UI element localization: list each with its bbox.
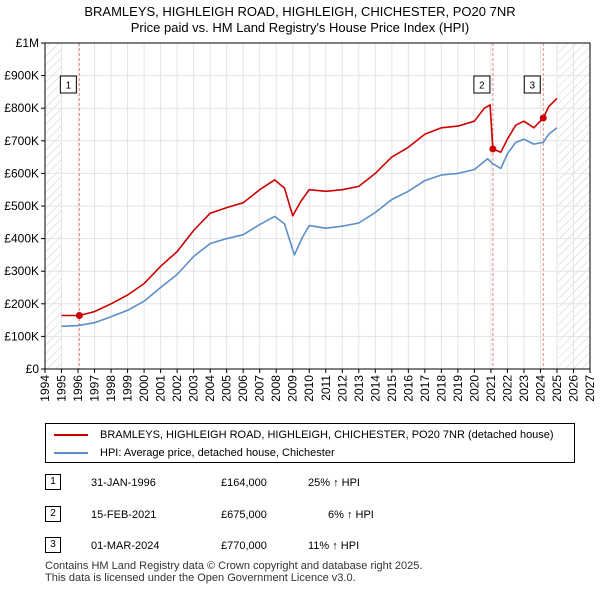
- legend-item-hpi: HPI: Average price, detached house, Chic…: [54, 444, 335, 462]
- footer-copyright: Contains HM Land Registry data © Crown c…: [45, 560, 423, 572]
- sale-label-box: [523, 75, 541, 94]
- legend-label-hpi: HPI: Average price, detached house, Chic…: [100, 447, 335, 459]
- sale-point: [489, 145, 497, 153]
- x-tick-label: 1996: [71, 375, 85, 402]
- legend-item-property: BRAMLEYS, HIGHLEIGH ROAD, HIGHLEIGH, CHI…: [54, 426, 554, 444]
- x-tick-label: 2022: [500, 375, 514, 402]
- legend: BRAMLEYS, HIGHLEIGH ROAD, HIGHLEIGH, CHI…: [45, 423, 575, 463]
- legend-swatch-hpi: [54, 452, 88, 455]
- y-tick-label: £500K: [4, 199, 39, 213]
- sale-label-number: 3: [529, 81, 535, 92]
- x-tick-label: 2014: [368, 375, 382, 402]
- y-tick-label: £300K: [4, 264, 39, 278]
- y-tick-label: £700K: [4, 134, 39, 148]
- sale-point: [539, 114, 547, 122]
- x-tick-label: 2003: [187, 375, 201, 402]
- sale-label-number: 1: [66, 81, 72, 92]
- x-tick-label: 2011: [319, 375, 333, 401]
- sale-point: [75, 312, 83, 320]
- x-tick-label: 1998: [104, 375, 118, 402]
- transaction-number-badge: 1: [45, 474, 61, 490]
- x-tick-label: 2026: [566, 375, 580, 402]
- transaction-number-badge: 2: [45, 506, 61, 522]
- x-tick-label: 2006: [236, 375, 250, 402]
- x-tick-label: 2005: [220, 375, 234, 402]
- transaction-price: £770,000: [221, 540, 267, 552]
- price-chart: 1 2 3 £0 £100K £200K £300K £400K £500K £600K £700…: [4, 36, 597, 402]
- y-tick-label: £400K: [4, 232, 39, 246]
- y-tick-label: £600K: [4, 166, 39, 180]
- x-tick-label: 2008: [269, 375, 283, 402]
- x-tick-label: 2013: [352, 375, 366, 402]
- x-tick-label: 2024: [533, 375, 547, 402]
- transaction-date: 15-FEB-2021: [91, 509, 157, 521]
- sale-label-box: [59, 75, 77, 94]
- y-tick-label: £200K: [4, 297, 39, 311]
- x-tick-label: 2020: [467, 375, 481, 402]
- y-tick-label: £1M: [16, 36, 39, 50]
- x-tick-label: 2018: [434, 375, 448, 402]
- transaction-price: £164,000: [221, 477, 267, 489]
- x-tick-label: 1997: [88, 375, 102, 402]
- transaction-hpi-change: 25% ↑ HPI: [308, 477, 360, 489]
- transaction-hpi-change: 6% ↑ HPI: [328, 509, 374, 521]
- x-tick-label: 2017: [418, 375, 432, 402]
- chart-title-address: BRAMLEYS, HIGHLEIGH ROAD, HIGHLEIGH, CHI…: [84, 4, 516, 19]
- x-tick-label: 1995: [55, 375, 69, 402]
- y-tick-label: £0: [26, 362, 40, 376]
- transaction-date: 01-MAR-2024: [91, 540, 160, 552]
- x-tick-label: 2023: [517, 375, 531, 402]
- x-tick-label: 2019: [451, 375, 465, 402]
- x-tick-label: 2016: [401, 375, 415, 402]
- x-tick-label: 2004: [203, 375, 217, 402]
- sale-label-number: 2: [479, 81, 485, 92]
- property-price-line: [61, 97, 558, 317]
- transaction-price: £675,000: [221, 509, 267, 521]
- x-tick-label: 2001: [154, 375, 168, 402]
- x-tick-label: 2007: [253, 375, 267, 402]
- x-tick-label: 2015: [385, 375, 399, 402]
- x-tick-label: 2002: [170, 375, 184, 402]
- y-tick-label: £100K: [4, 329, 39, 343]
- x-tick-label: 2027: [583, 375, 597, 402]
- x-tick-label: 2010: [302, 375, 316, 402]
- transaction-number-badge: 3: [45, 537, 61, 553]
- x-tick-label: 1999: [121, 375, 135, 402]
- footer-attribution: Contains HM Land Registry data © Crown c…: [45, 560, 422, 584]
- x-tick-label: 2012: [335, 375, 349, 402]
- x-tick-label: 2009: [286, 375, 300, 402]
- x-tick-label: 2025: [550, 375, 564, 402]
- y-tick-label: £800K: [4, 101, 39, 115]
- x-tick-label: 2000: [137, 375, 151, 402]
- legend-label-property: BRAMLEYS, HIGHLEIGH ROAD, HIGHLEIGH, CHI…: [100, 429, 554, 441]
- transaction-hpi-change: 11% ↑ HPI: [308, 540, 360, 552]
- chart-subtitle: Price paid vs. HM Land Registry's House …: [130, 20, 470, 35]
- x-tick-label: 2021: [484, 375, 498, 402]
- sale-label-box: [473, 75, 491, 94]
- legend-swatch-property: [54, 434, 88, 437]
- x-tick-label: 1994: [38, 375, 52, 402]
- transaction-date: 31-JAN-1996: [91, 477, 156, 489]
- y-tick-label: £900K: [4, 69, 39, 83]
- hpi-line: [61, 127, 558, 328]
- footer-licence: This data is licensed under the Open Gov…: [45, 572, 356, 584]
